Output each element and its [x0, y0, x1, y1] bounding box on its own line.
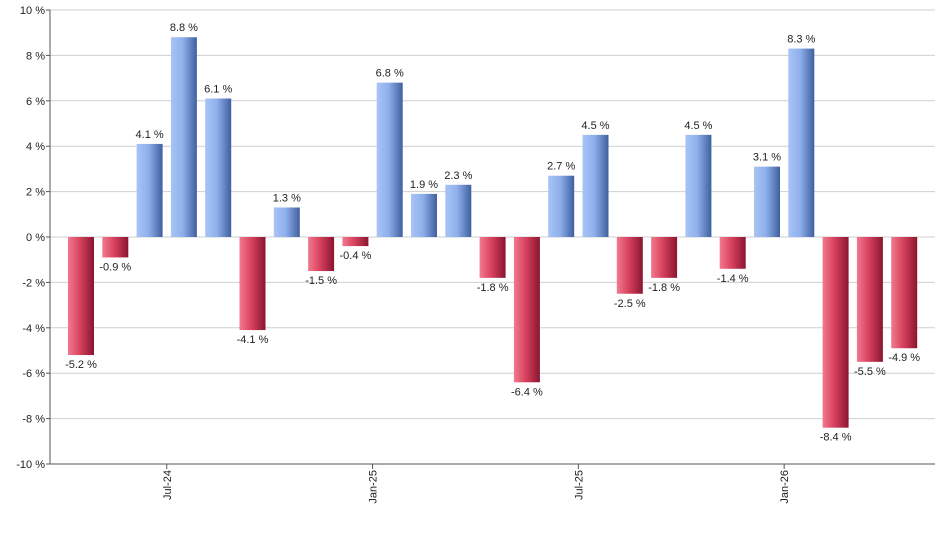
bar: [719, 237, 746, 269]
bar-value-label: 2.7 %: [547, 161, 575, 173]
bar-value-label: 4.5 %: [684, 120, 712, 132]
bar: [376, 82, 403, 237]
bar: [205, 98, 232, 237]
y-tick-label: 0 %: [26, 232, 45, 244]
y-tick-label: -6 %: [22, 368, 45, 380]
bar: [856, 237, 883, 362]
bar: [822, 237, 849, 428]
bar: [445, 184, 472, 237]
bar: [239, 237, 266, 331]
bar-value-label: 3.1 %: [753, 152, 781, 164]
bar: [616, 237, 643, 294]
bar-value-label: -8.4 %: [820, 432, 852, 444]
bar: [513, 237, 540, 383]
bar-value-label: 1.9 %: [410, 179, 438, 191]
x-tick-label: Jan-26: [779, 470, 791, 504]
bars: [68, 37, 918, 428]
bar-value-label: -1.8 %: [477, 282, 509, 294]
bar: [754, 166, 780, 237]
bar: [170, 37, 197, 237]
y-tick-label: 2 %: [26, 187, 45, 199]
bar-value-label: 8.8 %: [170, 22, 198, 34]
y-tick-label: -2 %: [22, 277, 45, 289]
y-axis: 10 % 8 % 6 % 4 % 2 % 0 % -2 % -4 % -6 % -8 % -10 %: [16, 5, 51, 471]
bar-value-label: -0.9 %: [99, 261, 131, 273]
bar: [136, 143, 163, 237]
x-axis: Jul-24 Jan-25 Jul-25 Jan-26: [50, 463, 935, 504]
y-tick-label: 10 %: [20, 5, 45, 17]
bar-value-label: 8.3 %: [787, 34, 815, 46]
bar: [102, 237, 129, 258]
bar-value-label: -4.9 %: [888, 352, 920, 364]
y-tick-label: -10 %: [16, 459, 45, 471]
bar-value-label: -1.8 %: [648, 282, 680, 294]
y-tick-label: 6 %: [26, 96, 45, 108]
bar-value-label: -4.1 %: [237, 334, 269, 346]
bar: [273, 207, 300, 237]
y-tick-label: -8 %: [22, 414, 45, 426]
bar: [548, 175, 575, 237]
bar: [582, 134, 609, 237]
bar: [788, 48, 815, 238]
y-tick-label: 8 %: [26, 50, 45, 62]
bar-value-label: 4.5 %: [581, 120, 609, 132]
bar: [342, 237, 369, 247]
bar-value-label: -1.5 %: [305, 275, 337, 287]
bar: [411, 193, 437, 237]
y-tick-label: -4 %: [22, 323, 45, 335]
bar: [68, 237, 94, 356]
x-tick-label: Jul-24: [162, 470, 174, 500]
bar: [479, 237, 506, 278]
bar-value-label: 2.3 %: [444, 170, 472, 182]
bar-value-label: 1.3 %: [273, 192, 301, 204]
y-tick-label: 4 %: [26, 141, 45, 153]
bar: [308, 237, 335, 272]
bar-value-label: -5.2 %: [65, 359, 97, 371]
bar-value-label: 6.8 %: [376, 68, 404, 80]
bar-value-label: -6.4 %: [511, 386, 543, 398]
bar-value-label: -0.4 %: [340, 250, 372, 262]
bar: [685, 134, 712, 237]
bar-value-label: 4.1 %: [136, 129, 164, 141]
x-tick-label: Jul-25: [573, 470, 585, 500]
bar-value-label: -5.5 %: [854, 366, 886, 378]
bar-value-label: 6.1 %: [204, 84, 232, 96]
bar-value-label: -2.5 %: [614, 298, 646, 310]
x-tick-label: Jan-25: [368, 470, 380, 504]
bar-labels: -5.2 % -0.9 % 4.1 % 8.8 % 6.1 % -4.1 % 1.3 % -1…: [65, 22, 920, 443]
bar: [651, 237, 678, 278]
bar: [891, 237, 918, 349]
bar-value-label: -1.4 %: [717, 273, 749, 285]
